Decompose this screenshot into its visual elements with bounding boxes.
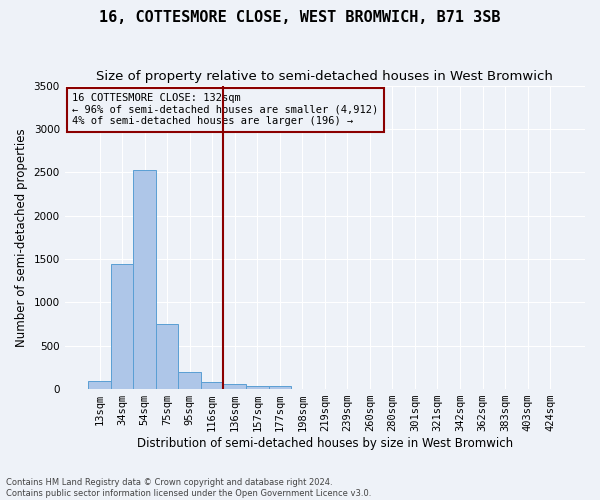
Y-axis label: Number of semi-detached properties: Number of semi-detached properties [15, 128, 28, 346]
Bar [269, 386, 291, 389]
Bar [111, 264, 133, 389]
Bar [223, 384, 246, 389]
X-axis label: Distribution of semi-detached houses by size in West Bromwich: Distribution of semi-detached houses by … [137, 437, 513, 450]
Bar [133, 170, 156, 389]
Title: Size of property relative to semi-detached houses in West Bromwich: Size of property relative to semi-detach… [97, 70, 553, 83]
Bar [88, 382, 111, 389]
Text: 16 COTTESMORE CLOSE: 132sqm
← 96% of semi-detached houses are smaller (4,912)
4%: 16 COTTESMORE CLOSE: 132sqm ← 96% of sem… [73, 93, 379, 126]
Bar [201, 382, 223, 389]
Bar [156, 324, 178, 389]
Bar [246, 386, 269, 389]
Text: Contains HM Land Registry data © Crown copyright and database right 2024.
Contai: Contains HM Land Registry data © Crown c… [6, 478, 371, 498]
Text: 16, COTTESMORE CLOSE, WEST BROMWICH, B71 3SB: 16, COTTESMORE CLOSE, WEST BROMWICH, B71… [99, 10, 501, 25]
Bar [178, 372, 201, 389]
